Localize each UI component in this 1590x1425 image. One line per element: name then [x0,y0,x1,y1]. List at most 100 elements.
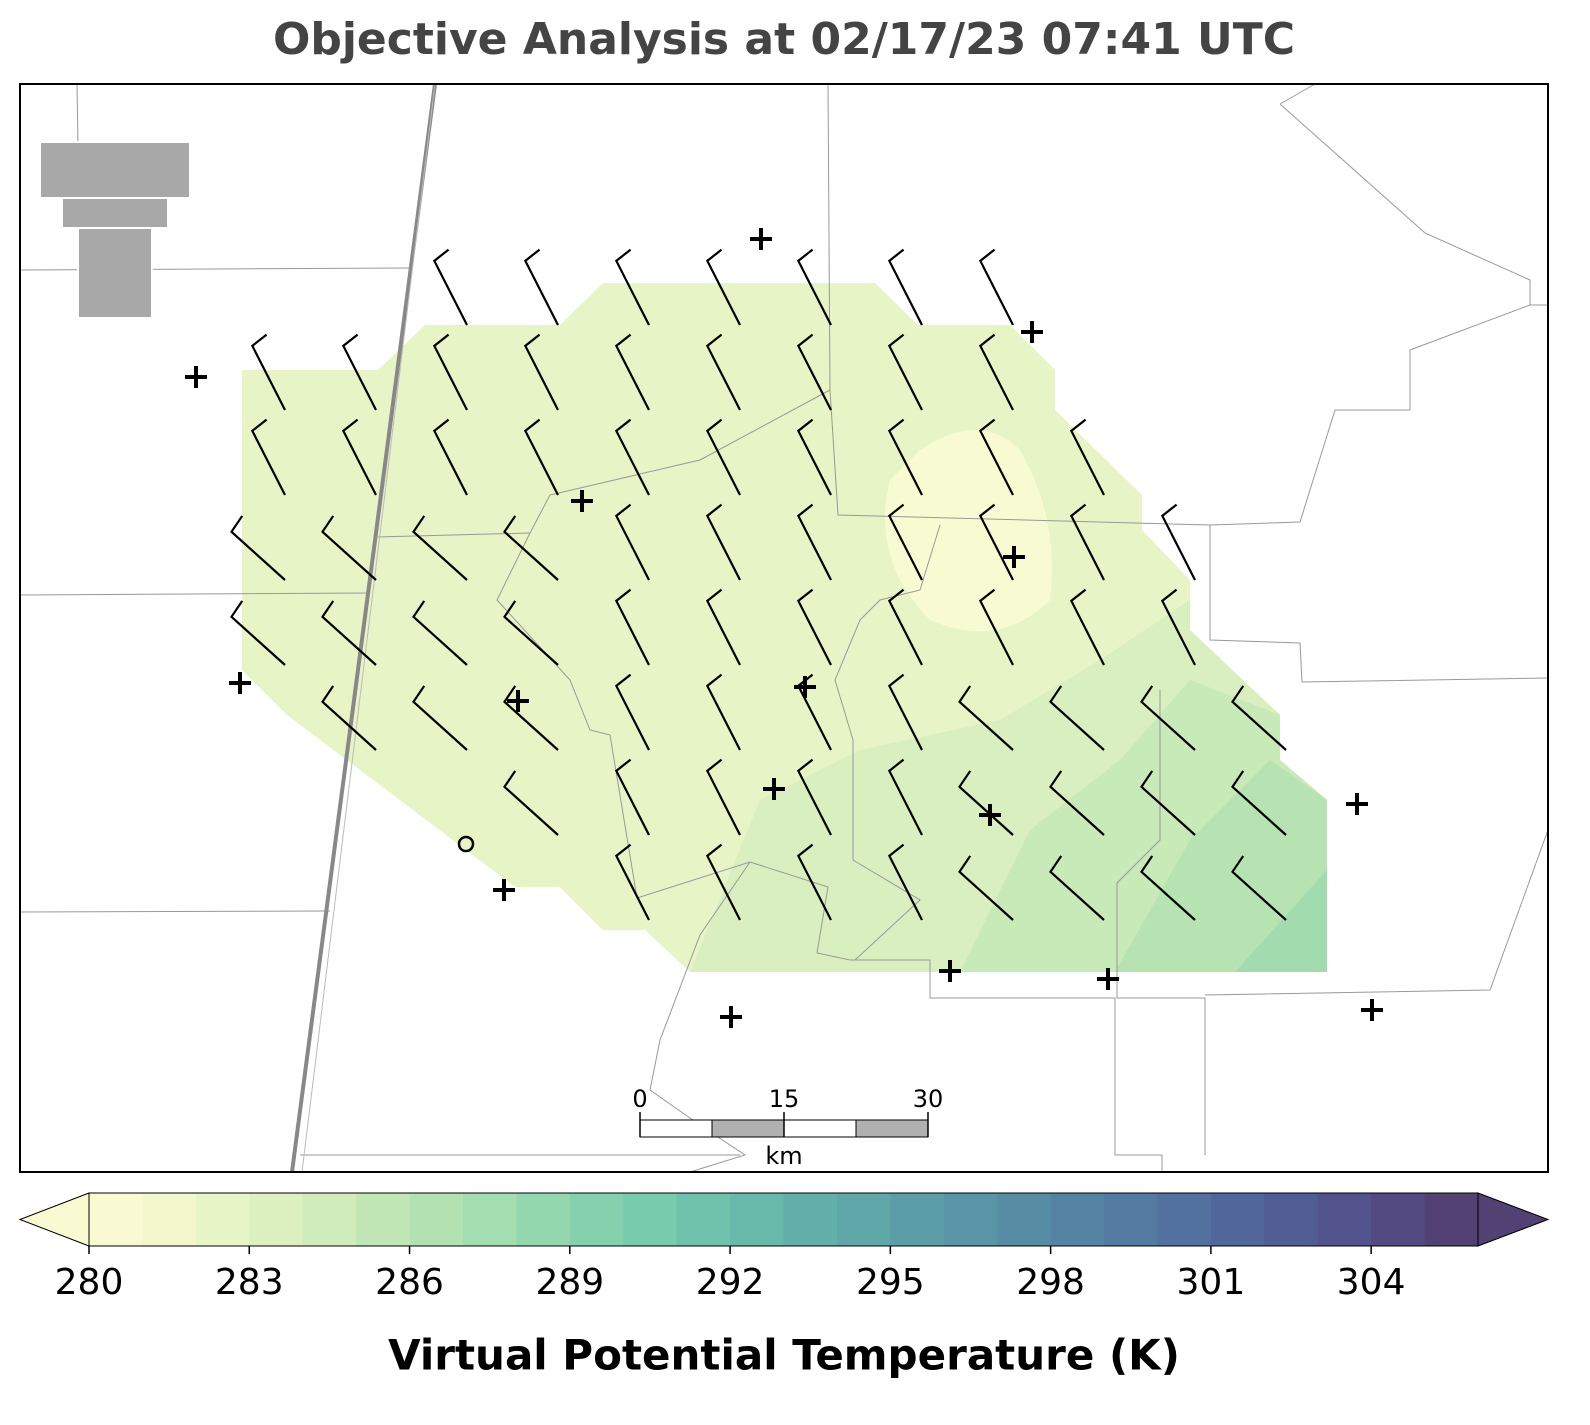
wind-barb [341,418,377,496]
wind-barb [978,333,1014,411]
wind-barb [432,333,468,411]
wind-barb [1231,685,1287,751]
colorbar-level [783,1193,838,1246]
wind-barb [1231,770,1287,836]
wind-barb [614,333,650,411]
wind-barb [796,418,832,496]
wind-barb [1231,855,1287,921]
colorbar-level [836,1193,891,1246]
colorbar-level [1157,1193,1212,1246]
wind-barb [523,333,559,411]
wind-barb [796,333,832,411]
station [1021,321,1043,343]
colorbar-tick-label: 295 [856,1262,925,1303]
wind-barb [1049,770,1105,836]
colorbar-level [89,1193,143,1246]
wind-barb [614,673,650,751]
colorbar-extend-low [18,1192,90,1247]
analysis-field [885,430,1052,632]
wind-barb [230,600,286,666]
colorbar-tick-label: 301 [1177,1262,1246,1303]
wind-barb [432,418,468,496]
station [1003,546,1025,568]
wind-barb [887,843,923,921]
station [507,690,529,712]
colorbar-level [623,1193,678,1246]
wind-barb [503,770,559,836]
wind-barb [705,843,741,921]
colorbar-level [730,1193,784,1246]
wind-barb [321,685,377,751]
wind-barb [503,685,559,751]
wind-barb [796,843,832,921]
station [763,778,785,800]
scale-unit: km [765,1142,802,1170]
station [939,960,961,982]
colorbar-frame [88,1192,1479,1247]
wind-barb [614,588,650,666]
wind-barb [341,333,377,411]
station [750,228,772,250]
colorbar-level [302,1193,357,1246]
wind-barb [1069,588,1105,666]
wind-barb [958,770,1014,836]
wind-barb [1069,418,1105,496]
wind-barb [1140,685,1196,751]
wind-barb [887,333,923,411]
wind-barb [523,248,559,326]
wind-barb [887,588,923,666]
wind-barb [614,843,650,921]
colorbar-level [356,1193,411,1246]
wind-barb [887,673,923,751]
wind-barb [432,248,468,326]
wind-barb [250,418,286,496]
station [979,804,1001,826]
colorbar-level [1424,1193,1479,1246]
scale-segment [711,1119,785,1138]
wind-barb [614,248,650,326]
colorbar-level [142,1193,197,1246]
boundaries [19,83,1549,1173]
colorbar-label: Virtual Potential Temperature (K) [388,1331,1180,1380]
station [493,879,515,901]
wind-barb [503,600,559,666]
colorbar-level [1317,1193,1372,1246]
logo [39,141,191,319]
wind-barb [321,515,377,581]
station [794,676,816,698]
wind-barb [887,503,923,581]
colorbar-extend-high [1477,1192,1550,1247]
colorbar-tick-label: 286 [375,1262,444,1303]
colorbar-level [409,1193,464,1246]
wind-barb [1069,503,1105,581]
analysis-field [1235,870,1327,972]
wind-barb [978,503,1014,581]
colorbar-tick-label: 283 [215,1262,284,1303]
wind-barb [1160,503,1196,581]
wind-barb [978,588,1014,666]
wind-barb [412,600,468,666]
colorbar-tick-label: 280 [55,1262,124,1303]
colorbar-level [1264,1193,1319,1246]
colorbar-level [1050,1193,1105,1246]
colorbar-tick-label: 304 [1337,1262,1406,1303]
analysis-field [1115,760,1327,972]
wind-barb [705,588,741,666]
colorbar-level [569,1193,624,1246]
colorbar-level [462,1193,517,1246]
wind-barb [705,248,741,326]
scale-tick-label: 30 [913,1085,944,1113]
wind-barb [614,503,650,581]
title: Objective Analysis at 02/17/23 07:41 UTC [273,14,1295,65]
wind-barb [523,418,559,496]
wind-barb [705,673,741,751]
wind-barb [796,758,832,836]
highway [301,83,436,1173]
colorbar-level [1104,1193,1158,1246]
wind-barb [796,588,832,666]
colorbar-level [890,1193,945,1246]
station [185,366,207,388]
wind-barb [1049,855,1105,921]
station [1346,793,1368,815]
map-frame [19,83,1549,1173]
